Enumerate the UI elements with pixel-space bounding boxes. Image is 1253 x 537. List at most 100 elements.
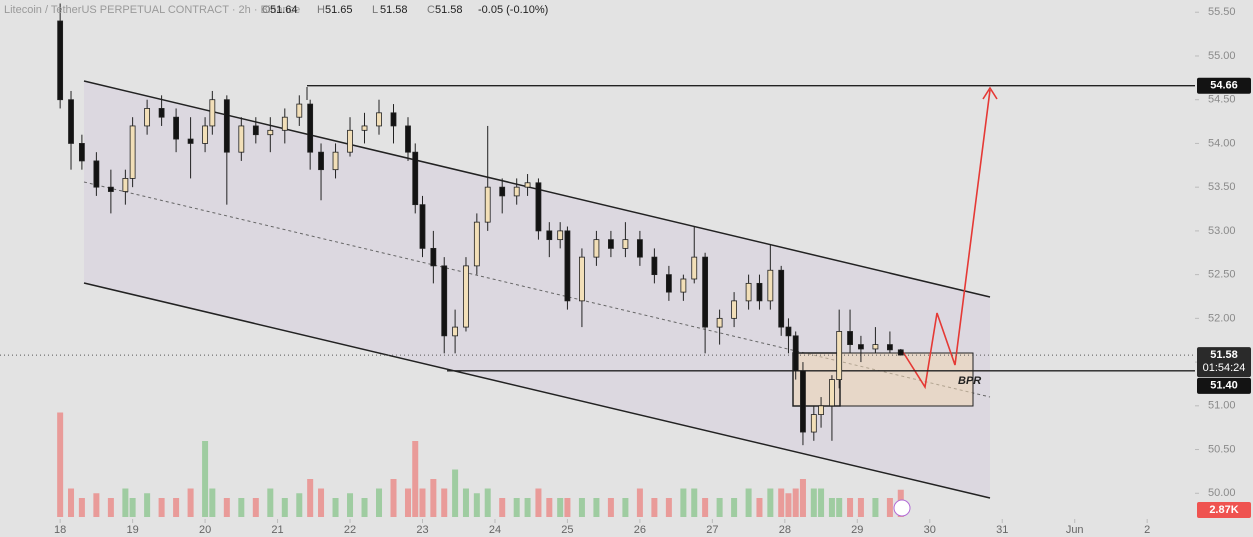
candle-body xyxy=(651,256,658,276)
x-tick-label: 21 xyxy=(271,524,283,536)
volume-bar xyxy=(158,498,165,517)
volume-bar xyxy=(129,498,136,517)
volume-bar xyxy=(93,493,100,517)
level-label-box xyxy=(1197,77,1251,94)
candle-body xyxy=(223,99,230,153)
candle-body xyxy=(405,125,411,153)
x-tick-label: 25 xyxy=(561,524,573,536)
level-label: 51.40 xyxy=(1210,380,1238,392)
volume-bar xyxy=(361,498,368,517)
candle-body xyxy=(318,151,324,171)
y-tick-label: 53.00 xyxy=(1208,225,1236,237)
volume-bar xyxy=(223,498,230,517)
candle-body xyxy=(361,125,368,131)
field-value: 51.58 xyxy=(380,4,408,16)
volume-bar xyxy=(238,498,245,517)
volume-bar xyxy=(622,498,629,517)
candle-body xyxy=(702,256,709,328)
candle-body xyxy=(129,125,136,179)
x-tick-label: 20 xyxy=(199,524,211,536)
candle-body xyxy=(158,108,165,118)
symbol-title: Litecoin / TetherUS PERPETUAL CONTRACT ·… xyxy=(4,4,300,16)
candle-body xyxy=(122,178,129,192)
x-tick-label: 2 xyxy=(1144,524,1150,536)
volume-bar xyxy=(107,498,114,517)
countdown: 01:54:24 xyxy=(1203,362,1246,374)
volume-bar xyxy=(332,498,339,517)
candle-body xyxy=(376,112,382,127)
candle-body xyxy=(281,116,288,131)
volume-bar xyxy=(557,498,564,517)
level-label-box xyxy=(1197,377,1251,394)
y-tick-label: 50.50 xyxy=(1208,443,1236,455)
candle-body xyxy=(252,125,259,136)
candle-body xyxy=(731,300,738,319)
candle-body xyxy=(546,230,553,241)
plot: 50.0050.5051.0051.5052.0052.5053.0053.50… xyxy=(0,3,1251,536)
volume-bar xyxy=(756,498,763,517)
field-value: 51.64 xyxy=(270,4,298,16)
x-tick-label: 23 xyxy=(416,524,428,536)
volume-bar xyxy=(651,498,658,517)
candle-body xyxy=(390,112,397,127)
candle-body xyxy=(187,138,194,144)
volume-bar xyxy=(731,498,738,517)
candle-body xyxy=(307,103,314,153)
volume-bar xyxy=(68,488,75,517)
volume-bar xyxy=(202,441,209,517)
volume-bar xyxy=(347,493,354,517)
volume-bar xyxy=(665,498,672,517)
volume-bar xyxy=(267,488,274,517)
candle-body xyxy=(691,256,698,280)
last-price: 51.58 xyxy=(1210,349,1238,361)
volume-bar xyxy=(872,498,879,517)
candle-body xyxy=(484,186,491,223)
volume-bar xyxy=(593,498,600,517)
candle-body xyxy=(78,143,85,162)
volume-bar xyxy=(296,493,303,517)
y-tick-label: 51.00 xyxy=(1208,400,1236,412)
event-icon xyxy=(893,499,911,517)
volume-bar xyxy=(607,498,614,517)
candle-body xyxy=(847,331,853,345)
volume-bar xyxy=(680,488,687,517)
candle-body xyxy=(419,204,426,249)
candle-body xyxy=(452,326,459,337)
volume-bar xyxy=(473,493,480,517)
x-tick-label: 18 xyxy=(54,524,66,536)
candle-body xyxy=(564,230,571,302)
volume-bar xyxy=(307,479,314,517)
volume-bar xyxy=(636,488,643,517)
volume-bar xyxy=(799,479,806,517)
volume-label-box xyxy=(1197,502,1251,518)
volume-bar xyxy=(122,488,129,517)
volume-bar xyxy=(209,488,216,517)
bpr-box xyxy=(792,352,974,407)
candle-body xyxy=(767,269,774,302)
candle-body xyxy=(897,349,904,356)
volume-bar xyxy=(441,488,448,517)
field-value: 51.58 xyxy=(435,4,463,16)
volume-bar xyxy=(499,498,506,517)
volume-bar xyxy=(785,493,792,517)
candle-body xyxy=(441,265,448,337)
volume-bar xyxy=(792,488,799,517)
candle-body xyxy=(836,331,843,380)
change: -0.05 (-0.10%) xyxy=(478,4,548,16)
candle-body xyxy=(858,344,864,350)
candle-body xyxy=(535,182,542,232)
candle-body xyxy=(756,282,763,302)
x-tick-label: 24 xyxy=(489,524,501,536)
candle-body xyxy=(209,99,216,127)
candle-body xyxy=(818,405,824,415)
volume-bar xyxy=(524,498,531,517)
volume-bar xyxy=(836,498,843,517)
field-label: H xyxy=(317,4,325,16)
candle-body xyxy=(524,182,531,188)
volume-bar xyxy=(564,498,571,517)
volume-bar xyxy=(376,488,383,517)
volume-bar xyxy=(462,488,469,517)
y-tick-label: 52.00 xyxy=(1208,312,1236,324)
candle-body xyxy=(68,99,74,144)
